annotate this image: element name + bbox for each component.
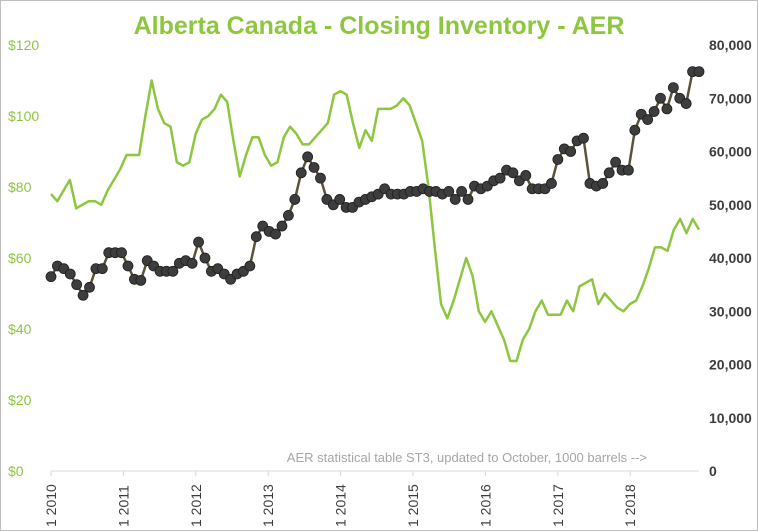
chart-title: Alberta Canada - Closing Inventory - AER <box>134 12 625 40</box>
right-tick-label: 60,000 <box>709 144 752 160</box>
right-tick-label: 20,000 <box>709 357 752 373</box>
inventory-point <box>84 281 95 293</box>
inventory-point <box>597 178 609 189</box>
x-tick-label: 1 2018 <box>622 484 638 527</box>
inventory-point <box>135 274 147 286</box>
right-tick-label: 10,000 <box>709 410 752 426</box>
inventory-point <box>186 257 198 269</box>
x-axis: 1 2010 1 2011 1 2012 1 2013 1 2014 1 2015 1 20… <box>43 471 638 527</box>
right-tick-label: 70,000 <box>709 90 752 106</box>
inventory-point <box>334 194 346 205</box>
left-tick-label: $40 <box>8 321 32 337</box>
inventory-point <box>199 252 211 264</box>
inventory-point <box>667 82 679 93</box>
right-tick-label: 80,000 <box>709 37 752 53</box>
left-tick-label: $60 <box>8 250 32 266</box>
inventory-point <box>302 151 314 163</box>
inventory-point <box>45 271 57 283</box>
left-tick-label: $120 <box>8 37 39 53</box>
inventory-point <box>578 132 589 144</box>
inventory-point <box>64 268 76 280</box>
inventory-point <box>244 260 256 272</box>
left-tick-label: $20 <box>8 392 32 408</box>
left-tick-label: $0 <box>8 463 24 479</box>
inventory-point <box>289 194 301 205</box>
inventory-point <box>693 66 705 78</box>
inventory-point <box>122 260 134 272</box>
inventory-point <box>629 124 641 136</box>
inventory-point <box>77 289 89 301</box>
inventory-point <box>565 146 577 157</box>
inventory-points <box>45 66 705 301</box>
x-tick-label: 1 2014 <box>333 484 349 527</box>
inventory-point <box>315 172 326 184</box>
inventory-point <box>552 154 564 165</box>
inventory-point <box>116 247 127 259</box>
x-tick-label: 1 2011 <box>115 485 131 527</box>
left-axis: $0 $20 $40 $60 $80 $100 $120 <box>8 37 39 479</box>
inventory-point <box>680 98 692 109</box>
inventory-point <box>494 172 506 184</box>
inventory-point <box>282 209 294 221</box>
inventory-point <box>661 103 673 115</box>
x-tick-label: 1 2013 <box>260 484 276 527</box>
inventory-point <box>308 162 320 173</box>
inventory-point <box>250 231 262 243</box>
inventory-point <box>520 170 532 181</box>
inventory-point <box>96 263 108 275</box>
inventory-point <box>276 220 288 232</box>
x-tick-label: 1 2016 <box>477 484 493 527</box>
x-tick-label: 1 2015 <box>405 484 421 527</box>
inventory-point <box>655 92 666 104</box>
inventory-point <box>603 167 615 179</box>
inventory-point <box>456 186 468 197</box>
inventory-point <box>546 178 557 189</box>
right-tick-label: 30,000 <box>709 303 752 319</box>
inventory-point <box>507 167 519 179</box>
right-tick-label: 40,000 <box>709 250 752 266</box>
inventory-point <box>167 265 179 277</box>
source-note: AER statistical table ST3, updated to Oc… <box>287 450 647 465</box>
inventory-point <box>270 228 281 240</box>
price-series-line <box>50 79 701 363</box>
inventory-point <box>193 236 204 248</box>
x-tick-label: 1 2012 <box>188 484 204 527</box>
right-axis: 0 10,000 20,000 30,000 40,000 50,000 60,000 70,… <box>709 37 752 479</box>
inventory-point <box>449 194 461 205</box>
inventory-point <box>295 167 307 179</box>
left-tick-label: $100 <box>8 108 39 124</box>
right-tick-label: 50,000 <box>709 197 752 213</box>
right-tick-label: 0 <box>709 463 717 479</box>
x-tick-label: 1 2010 <box>43 484 59 527</box>
inventory-point <box>71 279 83 291</box>
inventory-point <box>610 156 621 168</box>
inventory-point <box>648 106 660 117</box>
inventory-point <box>623 164 634 176</box>
inventory-point <box>642 114 654 125</box>
inventory-point <box>443 186 455 197</box>
inventory-point <box>462 194 474 205</box>
x-tick-label: 1 2017 <box>550 484 566 527</box>
left-tick-label: $80 <box>8 179 32 195</box>
